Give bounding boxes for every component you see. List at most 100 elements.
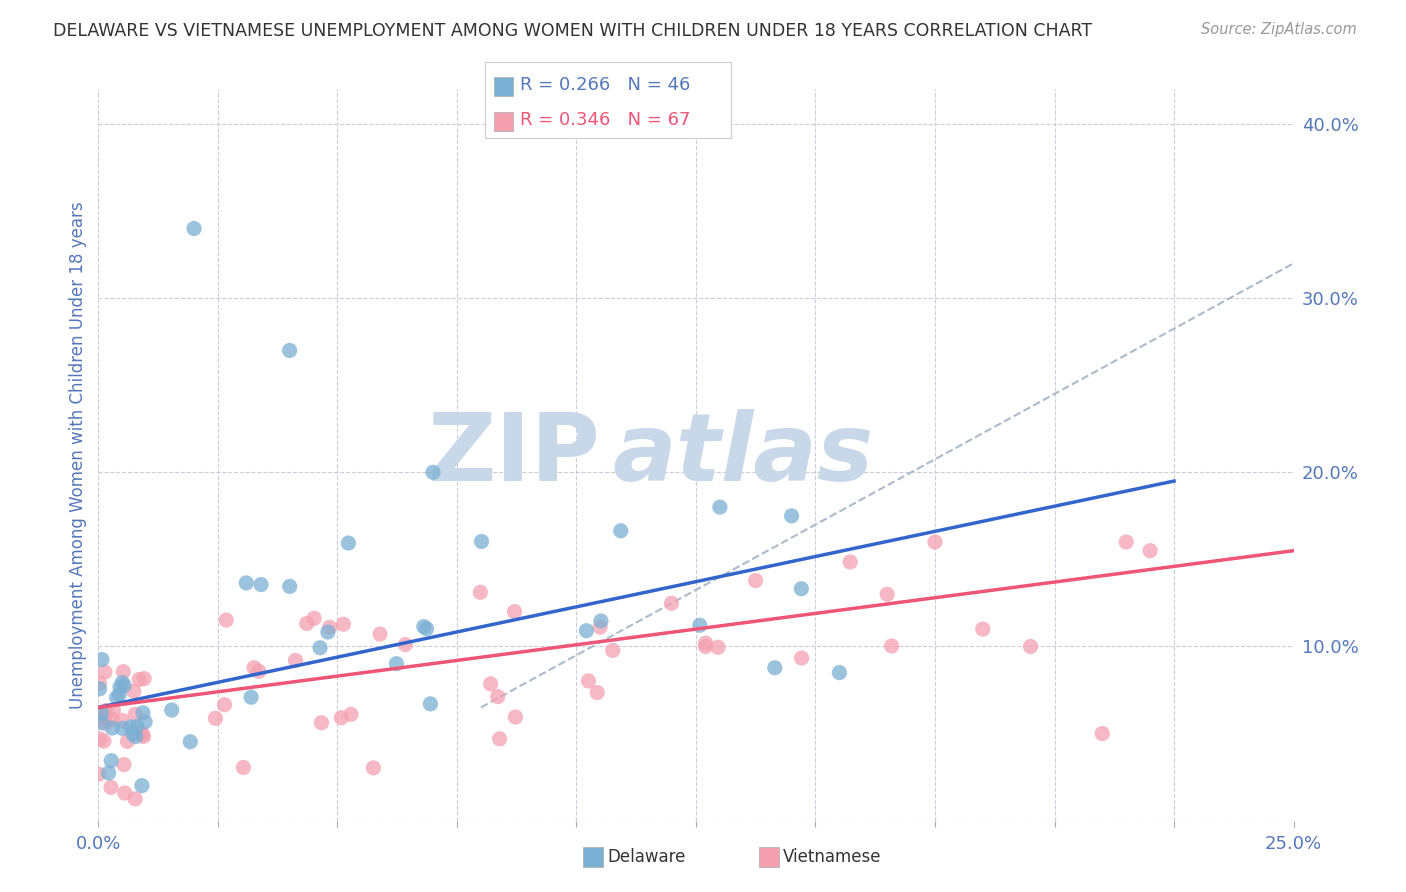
Point (479, 677, 502, 691)
Text: Delaware: Delaware (607, 848, 686, 866)
Point (575, 624, 598, 638)
Text: R = 0.266   N = 46: R = 0.266 N = 46 (520, 76, 690, 94)
Point (972, 622, 994, 636)
Text: Vietnamese: Vietnamese (783, 848, 882, 866)
Y-axis label: Unemployment Among Women with Children Under 18 years: Unemployment Among Women with Children U… (69, 201, 87, 709)
Point (90, 706, 112, 720)
Point (247, 665, 270, 679)
Text: atlas: atlas (613, 409, 873, 501)
Point (103, 703, 125, 717)
Point (243, 660, 266, 674)
Point (101, 712, 124, 726)
Point (340, 707, 363, 722)
Point (100, 754, 122, 768)
Point (744, 574, 766, 588)
Point (112, 665, 135, 679)
Point (131, 779, 153, 793)
Point (924, 535, 946, 549)
Point (112, 679, 135, 693)
Point (586, 685, 609, 699)
Point (94, 704, 117, 718)
Point (93, 734, 115, 748)
Point (87, 767, 110, 781)
Point (122, 727, 145, 741)
Point (132, 729, 155, 743)
Point (125, 730, 148, 744)
Point (235, 576, 257, 591)
Point (101, 721, 124, 735)
Text: DELAWARE VS VIETNAMESE UNEMPLOYMENT AMONG WOMEN WITH CHILDREN UNDER 18 YEARS COR: DELAWARE VS VIETNAMESE UNEMPLOYMENT AMON… (53, 22, 1092, 40)
Point (337, 536, 360, 550)
Point (89, 681, 111, 696)
Point (311, 715, 333, 730)
Point (105, 690, 128, 705)
Point (295, 616, 318, 631)
Point (589, 620, 612, 634)
Point (89, 731, 111, 746)
Point (240, 690, 263, 705)
Point (183, 221, 205, 235)
Point (695, 640, 717, 654)
Point (215, 613, 238, 627)
Point (90, 652, 112, 666)
Point (578, 673, 600, 688)
Point (316, 625, 339, 640)
Point (363, 761, 385, 775)
Point (790, 651, 813, 665)
Point (131, 728, 153, 742)
Point (117, 734, 139, 748)
Point (131, 725, 153, 739)
Point (278, 343, 301, 358)
Point (839, 555, 862, 569)
Point (125, 719, 148, 733)
Point (94, 716, 117, 731)
Point (368, 627, 391, 641)
Point (763, 661, 786, 675)
Point (505, 710, 527, 724)
Point (415, 622, 437, 636)
Point (91, 715, 114, 730)
Point (309, 640, 332, 655)
Text: ZIP: ZIP (427, 409, 600, 501)
Point (695, 636, 717, 650)
Point (120, 720, 142, 734)
Text: R = 0.346   N = 67: R = 0.346 N = 67 (520, 112, 690, 129)
Point (250, 577, 273, 591)
Point (780, 508, 803, 523)
Point (707, 640, 730, 655)
Point (318, 620, 340, 634)
Point (302, 611, 325, 625)
Point (1139, 543, 1161, 558)
Point (880, 639, 903, 653)
Point (486, 690, 509, 704)
Point (128, 673, 150, 687)
Point (385, 657, 408, 671)
Point (330, 711, 353, 725)
Point (89, 676, 111, 690)
Point (332, 617, 354, 632)
Point (503, 605, 526, 619)
Point (278, 579, 301, 593)
Point (1019, 640, 1042, 654)
Text: Source: ZipAtlas.com: Source: ZipAtlas.com (1201, 22, 1357, 37)
Point (284, 653, 307, 667)
Point (610, 524, 633, 538)
Point (179, 735, 201, 749)
Point (790, 582, 813, 596)
Point (108, 680, 131, 694)
Point (124, 792, 146, 806)
Point (97, 766, 120, 780)
Point (108, 687, 131, 701)
Point (124, 707, 146, 722)
Point (160, 703, 183, 717)
Point (214, 698, 236, 712)
Point (488, 731, 510, 746)
Point (111, 675, 134, 690)
Point (100, 780, 122, 795)
Point (112, 757, 135, 772)
Point (470, 585, 492, 599)
Point (412, 620, 434, 634)
Point (689, 618, 711, 632)
Point (1091, 726, 1114, 740)
Point (589, 614, 612, 628)
